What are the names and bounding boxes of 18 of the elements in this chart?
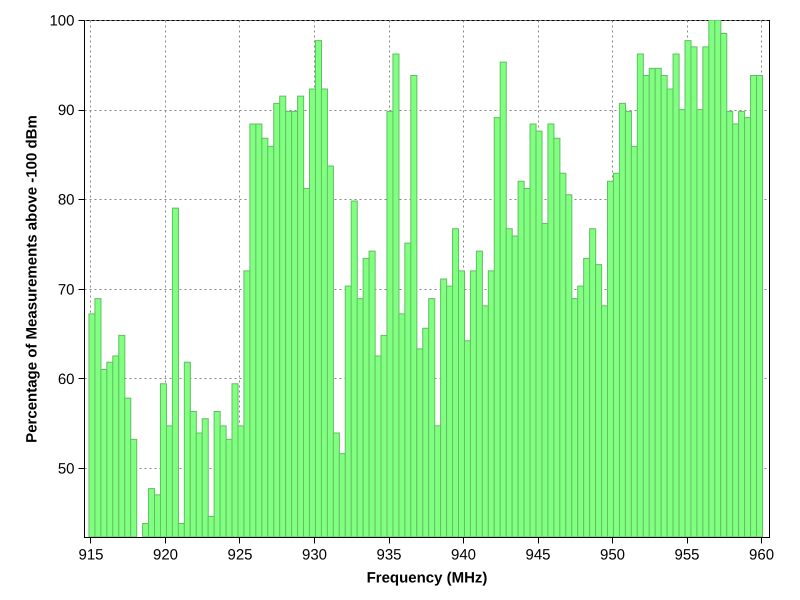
x-tick-label: 915	[78, 546, 104, 564]
x-tick-label: 945	[525, 546, 551, 564]
x-tick-label: 955	[674, 546, 700, 564]
y-tick-label: 90	[58, 102, 74, 120]
y-tick-label: 80	[58, 192, 74, 209]
x-tick-label: 940	[450, 546, 476, 564]
y-tick-label: 100	[49, 12, 74, 30]
x-axis-title: Frequency (MHz)	[366, 570, 488, 586]
y-tick-label: 70	[58, 281, 74, 298]
x-tick-label: 935	[376, 546, 402, 564]
x-tick-label: 925	[227, 546, 253, 564]
y-tick-label: 60	[58, 370, 74, 388]
x-tick-label: 930	[302, 546, 328, 564]
y-tick-label: 50	[58, 460, 74, 478]
x-tick-label: 950	[600, 546, 626, 564]
x-tick-label: 920	[152, 546, 178, 564]
y-axis-title: Percentage of Measurements above -100 dBm	[23, 115, 40, 443]
x-tick-label: 960	[749, 546, 774, 564]
